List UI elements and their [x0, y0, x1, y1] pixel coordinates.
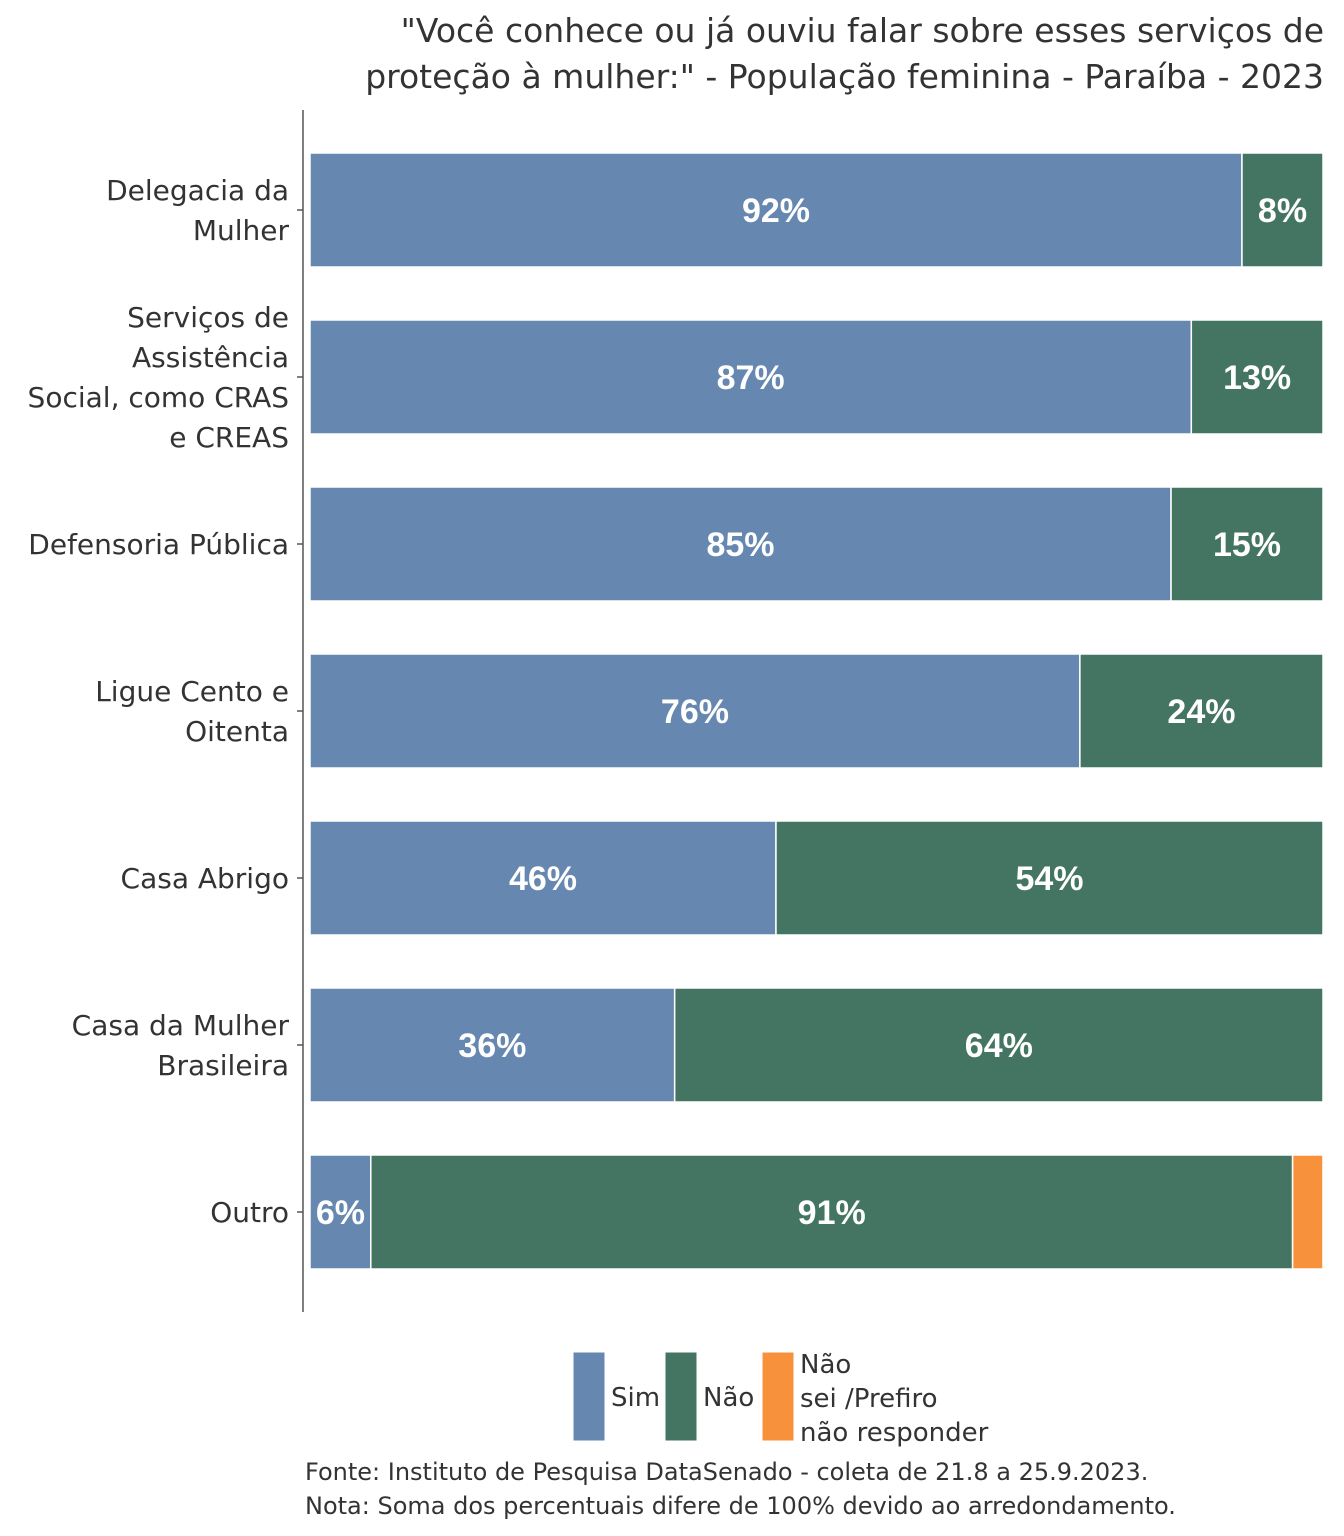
chart-title: "Você conhece ou já ouviu falar sobre es… [365, 11, 1324, 96]
legend-label: sei /Prefiro [800, 1384, 938, 1414]
legend-key [761, 1351, 795, 1442]
bar-value-label: 54% [1015, 860, 1083, 898]
bar-sim-6 [309, 1154, 372, 1270]
caption-line-1: Fonte: Instituto de Pesquisa DataSenado … [305, 1458, 1148, 1486]
bar-value-label: 8% [1258, 192, 1307, 230]
legend-key [664, 1351, 698, 1442]
legend-key [572, 1351, 606, 1442]
caption-line-2: Nota: Soma dos percentuais difere de 100… [305, 1492, 1176, 1520]
category-label: Oitenta [185, 715, 289, 748]
bar-sim-1 [309, 319, 1193, 435]
category-label: Casa Abrigo [121, 862, 289, 895]
category-label: Serviços de [127, 301, 289, 334]
bar-n-o-2 [1170, 486, 1324, 602]
category-label: Casa da Mulher [72, 1009, 290, 1042]
bar-sim-0 [309, 152, 1243, 268]
category-labels: Delegacia da Mulher Serviços de Assistência… [28, 174, 303, 1229]
title-line-1: "Você conhece ou já ouviu falar sobre es… [401, 11, 1324, 50]
bar-value-label: 15% [1213, 526, 1281, 564]
bar-sim-4 [309, 820, 777, 936]
bar-value-label: 92% [742, 192, 810, 230]
category-label: Outro [210, 1196, 289, 1229]
legend-label: Não [703, 1383, 754, 1413]
category-label: Ligue Cento e [95, 675, 289, 708]
bar-value-label: 24% [1167, 693, 1235, 731]
bar-value-label: 6% [316, 1194, 365, 1232]
category-label: Mulher [193, 214, 290, 247]
bar-n-o-1 [1190, 319, 1324, 435]
legend-label: não responder [800, 1418, 989, 1448]
bar-n-o-5 [673, 987, 1324, 1103]
category-label: Social, como CRAS [28, 381, 289, 414]
legend: Sim Não Não sei /Prefiro não responder [572, 1350, 989, 1448]
bar-value-label: 87% [717, 359, 785, 397]
legend-label: Sim [611, 1383, 660, 1413]
bar-value-label: 46% [509, 860, 577, 898]
bar-n-o-3 [1079, 653, 1324, 769]
bar-value-label: 85% [706, 526, 774, 564]
title-line-2: proteção à mulher:" - População feminina… [365, 57, 1324, 96]
chart-caption: Fonte: Instituto de Pesquisa DataSenado … [305, 1458, 1176, 1520]
bar-value-label: 76% [661, 693, 729, 731]
category-label: e CREAS [169, 421, 289, 454]
legend-label: Não [800, 1350, 851, 1380]
bar-sim-5 [309, 987, 676, 1103]
bar-n-o-6 [370, 1154, 1294, 1270]
category-label: Assistência [132, 341, 289, 374]
bar-n-o-0 [1241, 152, 1324, 268]
bar-value-label: 91% [798, 1194, 866, 1232]
bar-n-o-4 [775, 820, 1324, 936]
category-label: Brasileira [157, 1049, 289, 1082]
category-label: Delegacia da [106, 174, 289, 207]
bar-value-label: 64% [965, 1027, 1033, 1065]
bar-ns-6 [1291, 1154, 1324, 1270]
category-label: Defensoria Pública [28, 528, 289, 561]
bar-value-label: 13% [1223, 359, 1291, 397]
bar-value-label: 36% [458, 1027, 526, 1065]
bars: 92% 8% 87% 13% 85% 15% 76% 24% 46% 54% 36% 64% 6% 91% [309, 152, 1324, 1270]
